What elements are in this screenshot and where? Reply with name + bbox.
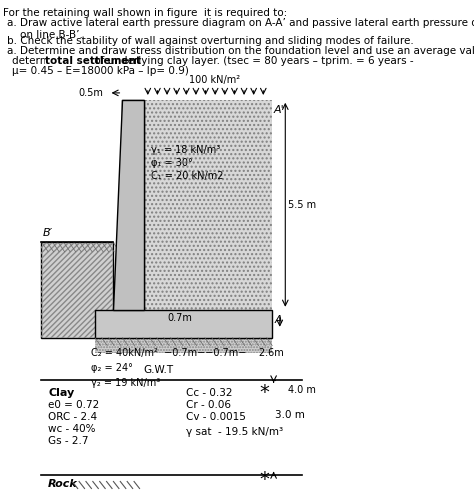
Polygon shape <box>113 100 145 310</box>
Text: e0 = 0.72: e0 = 0.72 <box>48 400 100 410</box>
Text: wc - 40%: wc - 40% <box>48 423 96 434</box>
Text: of underlying clay layer. (tsec = 80 years – tprim. = 6 years -: of underlying clay layer. (tsec = 80 yea… <box>91 56 414 66</box>
Text: φ₁ = 30°: φ₁ = 30° <box>151 158 193 168</box>
Text: For the retaining wall shown in figure  it is required to:: For the retaining wall shown in figure i… <box>3 8 287 18</box>
Text: b. Check the stability of wall against overturning and sliding modes of failure.: b. Check the stability of wall against o… <box>7 36 414 46</box>
Text: 0.5m: 0.5m <box>78 88 103 98</box>
Text: γ₁ = 18 kN/m³: γ₁ = 18 kN/m³ <box>151 145 220 155</box>
Bar <box>41 242 113 337</box>
Text: C₁ = 20 kN/m2: C₁ = 20 kN/m2 <box>151 171 224 181</box>
Bar <box>95 310 272 337</box>
Text: Clay: Clay <box>48 388 74 398</box>
Text: φ₂ = 24°: φ₂ = 24° <box>91 363 133 372</box>
Bar <box>122 100 145 310</box>
Text: 100 kN/m²: 100 kN/m² <box>189 75 240 85</box>
Text: a. Draw active lateral earth pressure diagram on A-A’ and passive lateral earth : a. Draw active lateral earth pressure di… <box>7 18 474 40</box>
Text: 3.0 m: 3.0 m <box>275 410 305 419</box>
Text: μ= 0.45 – E=18000 kPa – Ip= 0.9): μ= 0.45 – E=18000 kPa – Ip= 0.9) <box>12 66 189 76</box>
Text: A: A <box>275 315 283 325</box>
Text: γ sat  - 19.5 kN/m³: γ sat - 19.5 kN/m³ <box>186 426 283 437</box>
Text: γ₂ = 19 kN/m³: γ₂ = 19 kN/m³ <box>91 377 161 388</box>
Text: Cc - 0.32: Cc - 0.32 <box>186 388 232 398</box>
Text: Cr - 0.06: Cr - 0.06 <box>186 400 231 410</box>
Text: G.W.T: G.W.T <box>143 365 173 374</box>
Text: *: * <box>260 469 270 489</box>
Text: *: * <box>260 382 270 402</box>
Text: B′: B′ <box>43 228 53 238</box>
Text: total settlement: total settlement <box>45 56 141 66</box>
Text: Gs - 2.7: Gs - 2.7 <box>48 436 89 446</box>
Bar <box>145 100 272 310</box>
Text: 4.0 m: 4.0 m <box>288 385 316 395</box>
Bar <box>95 337 272 353</box>
Text: ORC - 2.4: ORC - 2.4 <box>48 412 97 421</box>
Text: a. Determine and draw stress distribution on the foundation level and use an ave: a. Determine and draw stress distributio… <box>7 46 474 56</box>
Text: Cv - 0.0015: Cv - 0.0015 <box>186 412 246 421</box>
Text: determine: determine <box>12 56 70 66</box>
Text: Rock: Rock <box>48 480 78 490</box>
Text: 0.7m: 0.7m <box>167 313 192 323</box>
Text: A': A' <box>273 105 284 115</box>
Text: C₂ = 40kN/m²  −0.7m−−0.7m−    2.6m: C₂ = 40kN/m² −0.7m−−0.7m− 2.6m <box>91 348 284 358</box>
Bar <box>41 242 113 337</box>
Text: 5.5 m: 5.5 m <box>288 200 316 210</box>
